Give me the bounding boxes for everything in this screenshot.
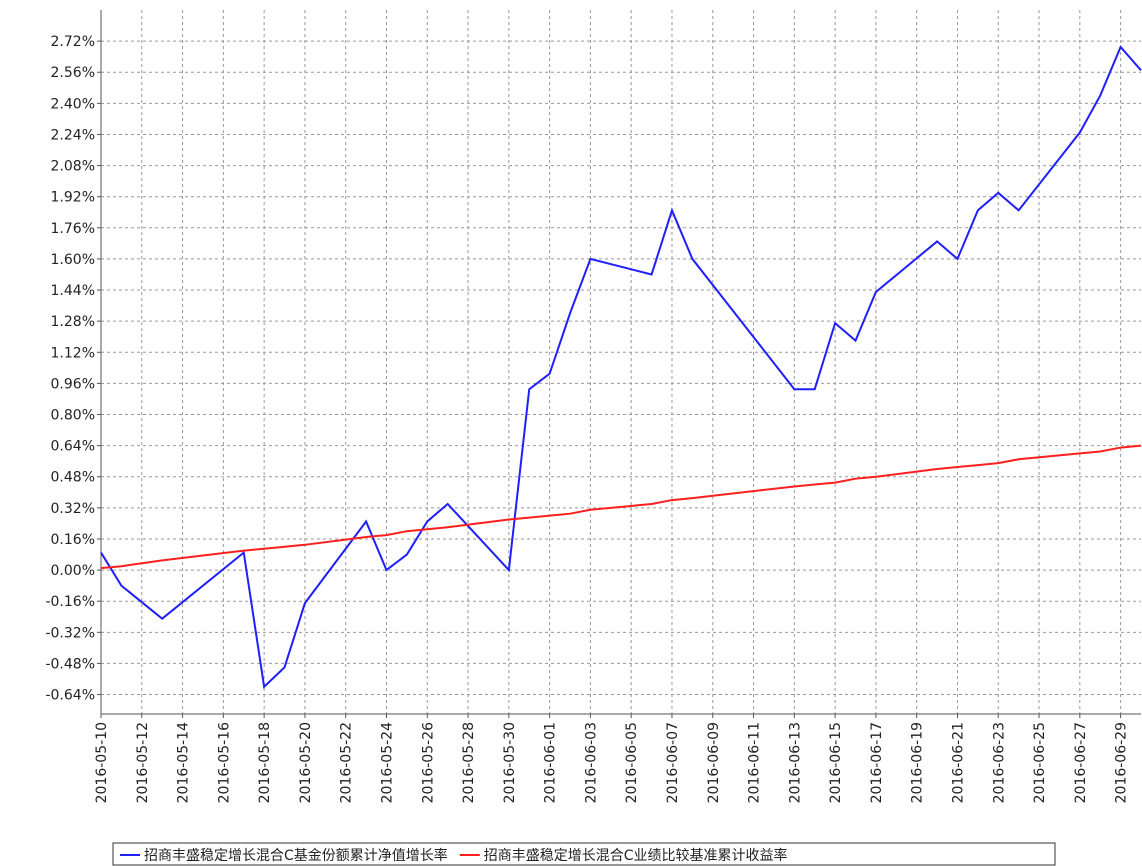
- y-tick-label: 1.92%: [51, 190, 95, 206]
- y-tick-label: 0.32%: [51, 501, 95, 517]
- x-tick-label: 2016-05-22: [339, 722, 355, 803]
- x-tick-label: 2016-06-01: [543, 722, 559, 803]
- series-line: [100, 444, 1142, 570]
- y-tick-label: 0.96%: [51, 376, 95, 392]
- legend: 招商丰盛稳定增长混合C基金份额累计净值增长率 招商丰盛稳定增长混合C业绩比较基准累…: [112, 842, 1056, 866]
- y-tick-label: 2.24%: [51, 127, 95, 143]
- series-line: [100, 45, 1142, 689]
- y-tick-label: 2.56%: [51, 65, 95, 81]
- x-tick-label: 2016-06-05: [624, 722, 640, 803]
- y-tick-label: 0.64%: [51, 439, 95, 455]
- y-tick-label: 2.40%: [51, 96, 95, 112]
- legend-label: 招商丰盛稳定增长混合C业绩比较基准累计收益率: [484, 847, 788, 864]
- x-tick-label: 2016-06-23: [991, 722, 1007, 803]
- x-tick-label: 2016-06-03: [583, 722, 599, 803]
- x-tick-label: 2016-05-20: [298, 722, 314, 803]
- x-tick-label: 2016-06-11: [747, 722, 763, 803]
- x-tick-label: 2016-05-28: [461, 722, 477, 803]
- y-tick-label: 0.48%: [51, 470, 95, 486]
- y-tick-label: 2.08%: [51, 159, 95, 175]
- y-tick-label: -0.64%: [45, 688, 95, 704]
- y-tick-label: 1.76%: [51, 221, 95, 237]
- x-tick-label: 2016-06-07: [665, 722, 681, 803]
- x-tick-label: 2016-05-18: [257, 722, 273, 803]
- x-tick-label: 2016-06-29: [1114, 722, 1130, 803]
- y-tick-label: 1.60%: [51, 252, 95, 268]
- y-tick-label: 1.12%: [51, 345, 95, 361]
- x-tick-label: 2016-06-13: [787, 722, 803, 803]
- x-tick-label: 2016-05-14: [176, 722, 192, 803]
- x-tick-label: 2016-06-21: [950, 722, 966, 803]
- x-tick-label: 2016-05-10: [94, 722, 110, 803]
- y-tick-label: 0.80%: [51, 408, 95, 424]
- x-tick-label: 2016-06-15: [828, 722, 844, 803]
- x-tick-label: 2016-05-30: [502, 722, 518, 803]
- x-tick-label: 2016-06-09: [706, 722, 722, 803]
- x-tick-label: 2016-05-24: [379, 722, 395, 803]
- y-tick-label: -0.16%: [45, 594, 95, 610]
- y-tick-label: 1.28%: [51, 314, 95, 330]
- y-tick-label: -0.48%: [45, 656, 95, 672]
- x-tick-label: 2016-05-26: [420, 722, 436, 803]
- y-tick-label: 2.72%: [51, 34, 95, 50]
- y-tick-label: 0.00%: [51, 563, 95, 579]
- x-tick-label: 2016-06-19: [910, 722, 926, 803]
- x-tick-label: 2016-05-12: [135, 722, 151, 803]
- y-tick-label: -0.32%: [45, 625, 95, 641]
- x-tick-label: 2016-06-25: [1032, 722, 1048, 803]
- y-tick-label: 0.16%: [51, 532, 95, 548]
- legend-label: 招商丰盛稳定增长混合C基金份额累计净值增长率: [144, 847, 448, 864]
- y-tick-label: 1.44%: [51, 283, 95, 299]
- x-tick-label: 2016-06-27: [1073, 722, 1089, 803]
- x-tick-label: 2016-05-16: [216, 722, 232, 803]
- legend-box: [112, 842, 1056, 866]
- plot-area: [101, 10, 1141, 714]
- x-tick-label: 2016-06-17: [869, 722, 885, 803]
